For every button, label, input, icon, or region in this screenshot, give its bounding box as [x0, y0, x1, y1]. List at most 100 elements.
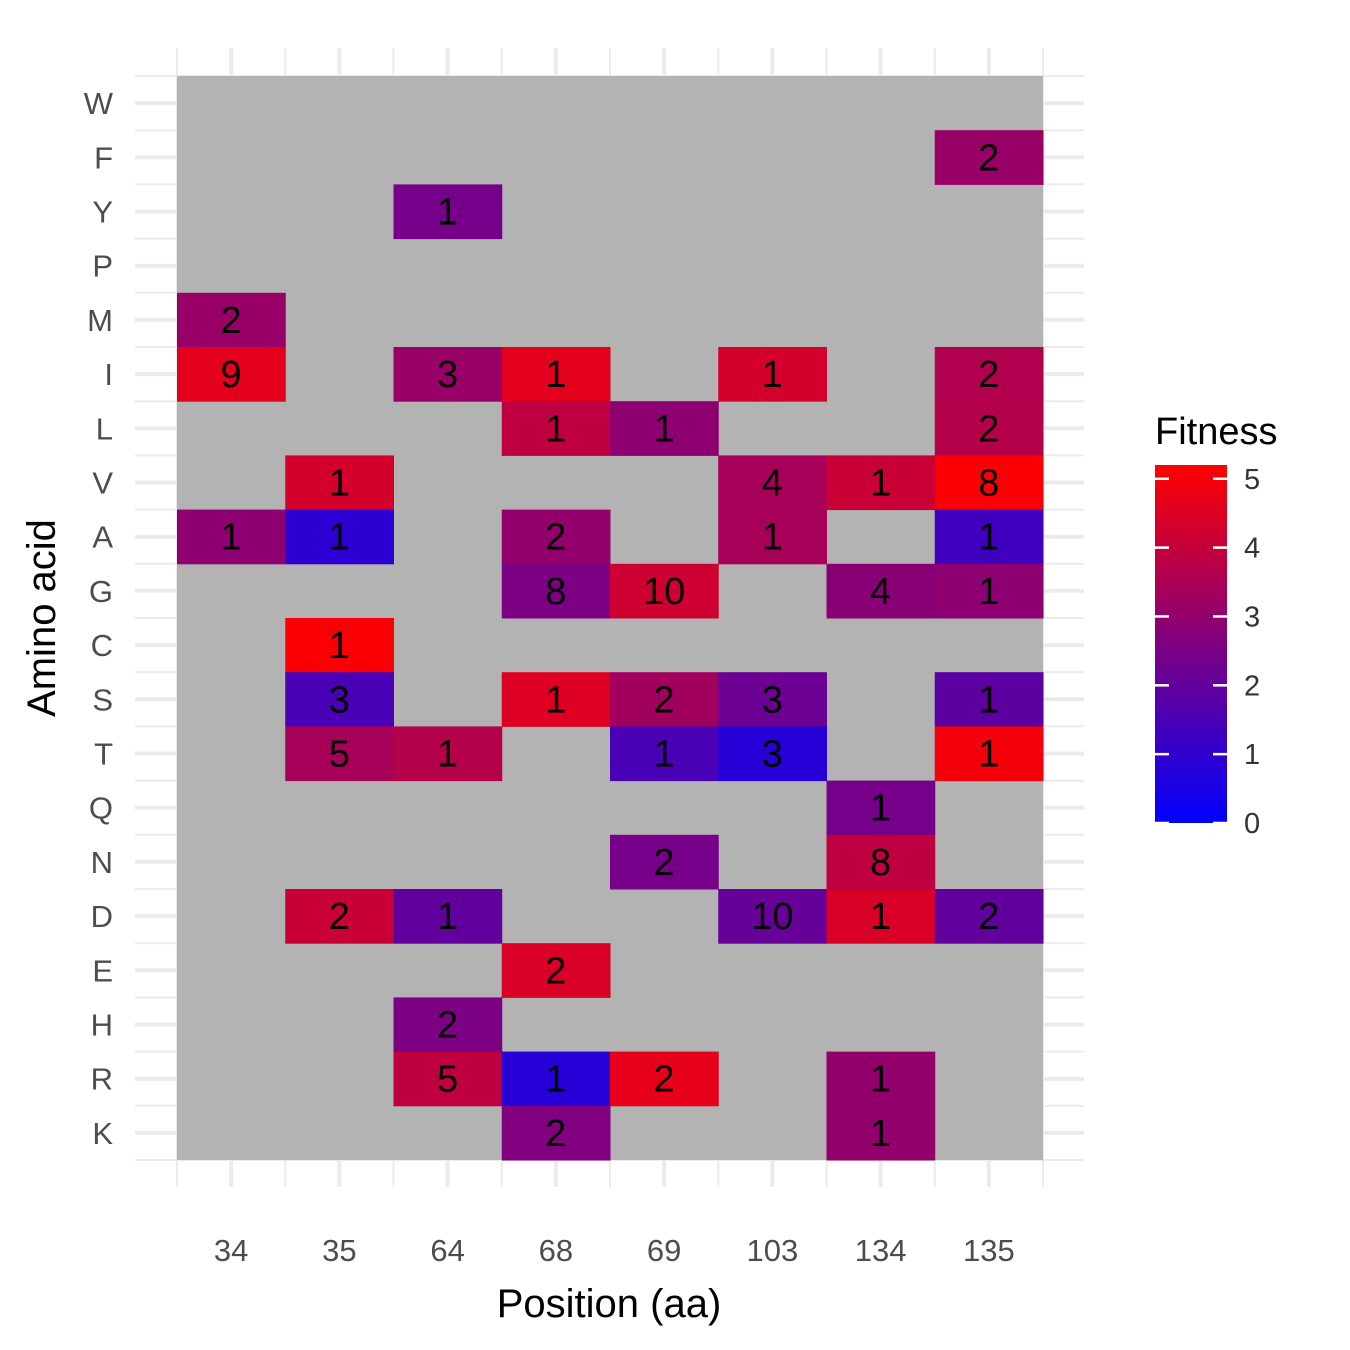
heatmap-cell-E-68 — [501, 943, 611, 998]
y-tick-label-K: K — [92, 1116, 113, 1151]
y-tick-label-W: W — [84, 86, 114, 121]
legend-title: Fitness — [1155, 411, 1277, 453]
y-tick-label-S: S — [92, 682, 113, 717]
heatmap-cell-T-135 — [934, 726, 1044, 782]
cell-label-Q-134: 1 — [870, 788, 891, 830]
cell-label-I-68: 1 — [545, 354, 566, 396]
heatmap-cell-L-135 — [934, 401, 1044, 456]
legend-ticks: 0 1 2 3 4 5 — [1155, 464, 1260, 840]
heatmap-cell-L-69 — [610, 401, 719, 456]
y-tick-label-D: D — [91, 899, 113, 934]
y-tick-label-L: L — [96, 411, 113, 446]
cell-label-T-69: 1 — [654, 734, 675, 776]
cell-label-I-34: 9 — [221, 354, 242, 396]
y-tick-label-Q: Q — [89, 791, 113, 826]
x-axis-tick-labels: 34 35 64 68 69 103 134 135 — [214, 1233, 1015, 1268]
cell-label-D-134: 1 — [870, 896, 891, 938]
heatmap-cell-Q-134 — [826, 780, 936, 836]
cell-label-V-134: 1 — [870, 463, 891, 505]
cell-label-G-69: 10 — [643, 571, 685, 613]
heatmap-cell-A-68 — [501, 509, 611, 565]
cell-label-S-103: 3 — [762, 679, 783, 721]
x-tick-label-69: 69 — [647, 1233, 681, 1268]
y-tick-label-R: R — [91, 1062, 113, 1097]
x-tick-label-68: 68 — [539, 1233, 573, 1268]
heatmap-cell-D-35 — [285, 889, 394, 944]
y-tick-label-A: A — [92, 520, 113, 555]
cell-label-S-68: 1 — [545, 679, 566, 721]
heatmap-cell-K-68 — [501, 1105, 611, 1161]
x-tick-label-103: 103 — [747, 1233, 799, 1268]
y-tick-label-T: T — [94, 737, 113, 772]
cell-label-A-135: 1 — [978, 517, 999, 559]
heatmap-cell-L-68 — [501, 401, 611, 456]
cell-label-T-64: 1 — [437, 734, 458, 776]
heatmap-cell-R-134 — [826, 1051, 936, 1107]
heatmap-cell-V-135 — [934, 455, 1044, 511]
heatmap-cell-G-135 — [934, 563, 1044, 619]
cell-label-I-135: 2 — [978, 354, 999, 396]
y-tick-label-E: E — [92, 953, 113, 988]
x-tick-label-135: 135 — [963, 1233, 1015, 1268]
cell-label-K-134: 1 — [870, 1113, 891, 1155]
cell-label-V-103: 4 — [762, 463, 783, 505]
heatmap-cell-T-69 — [610, 726, 719, 782]
cell-label-R-68: 1 — [545, 1059, 566, 1101]
heatmap-cell-V-35 — [285, 455, 394, 511]
legend-tick-label-2: 2 — [1244, 670, 1260, 702]
heatmap-cell-K-134 — [826, 1105, 936, 1161]
y-tick-label-H: H — [91, 1008, 113, 1043]
heatmap-cell-D-64 — [393, 889, 503, 944]
x-tick-label-64: 64 — [430, 1233, 464, 1268]
legend-tick-label-5: 5 — [1244, 464, 1260, 496]
cell-label-G-135: 1 — [978, 571, 999, 613]
heatmap-cells — [177, 76, 1044, 1161]
heatmap-cell-N-69 — [610, 834, 719, 890]
heatmap-cell-N-134 — [826, 834, 936, 890]
cell-label-R-134: 1 — [870, 1059, 891, 1101]
cell-labels: 2 1 2 9 3 1 1 2 1 1 2 1 4 1 8 1 1 2 1 1 8 10 4 1 1 3 1 2 3 1 5 1 1 3 1 1 2 8 2… — [221, 137, 1000, 1155]
heatmap-cell-S-68 — [501, 672, 611, 727]
cell-label-L-69: 1 — [654, 408, 675, 450]
cell-label-H-64: 2 — [437, 1005, 458, 1047]
y-axis-title: Amino acid — [20, 519, 64, 717]
y-tick-label-G: G — [89, 574, 113, 609]
cell-label-N-134: 8 — [870, 842, 891, 884]
x-tick-label-134: 134 — [855, 1233, 907, 1268]
cell-label-I-103: 1 — [762, 354, 783, 396]
heatmap-cell-C-35 — [285, 618, 394, 673]
y-tick-label-F: F — [94, 140, 113, 175]
y-tick-label-P: P — [92, 249, 113, 284]
heatmap-cell-M-34 — [177, 292, 286, 348]
heatmap-cell-H-64 — [393, 997, 503, 1053]
cell-label-S-35: 3 — [329, 679, 350, 721]
cell-label-S-135: 1 — [978, 679, 999, 721]
cell-label-L-68: 1 — [545, 408, 566, 450]
cell-label-A-68: 2 — [545, 517, 566, 559]
cell-label-R-64: 5 — [437, 1059, 458, 1101]
cell-label-G-68: 8 — [545, 571, 566, 613]
cell-label-G-134: 4 — [870, 571, 891, 613]
heatmap-cell-T-64 — [393, 726, 503, 782]
cell-label-S-69: 2 — [654, 679, 675, 721]
y-tick-label-V: V — [92, 466, 113, 501]
cell-label-D-64: 1 — [437, 896, 458, 938]
cell-label-N-69: 2 — [654, 842, 675, 884]
cell-label-R-69: 2 — [654, 1059, 675, 1101]
heatmap-cell-D-134 — [826, 889, 936, 944]
heatmap-cell-T-103 — [718, 726, 827, 782]
heatmap-cell-I-64 — [393, 347, 503, 402]
heatmap-cell-S-103 — [718, 672, 827, 727]
cell-label-T-35: 5 — [329, 734, 350, 776]
cell-label-Y-64: 1 — [437, 192, 458, 234]
x-axis-title: Position (aa) — [497, 1282, 722, 1326]
heatmap-cell-I-34 — [177, 347, 286, 402]
legend-tick-label-1: 1 — [1244, 739, 1260, 771]
heatmap-cell-S-35 — [285, 672, 394, 727]
fitness-legend: Fitness 0 1 2 3 4 5 — [1155, 411, 1277, 840]
heatmap-cell-F-135 — [934, 130, 1044, 185]
heatmap-cell-R-68 — [501, 1051, 611, 1107]
cell-label-D-135: 2 — [978, 896, 999, 938]
heatmap-cell-V-134 — [826, 455, 936, 511]
